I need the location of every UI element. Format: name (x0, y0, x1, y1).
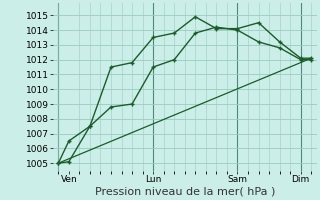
X-axis label: Pression niveau de la mer( hPa ): Pression niveau de la mer( hPa ) (95, 187, 275, 197)
